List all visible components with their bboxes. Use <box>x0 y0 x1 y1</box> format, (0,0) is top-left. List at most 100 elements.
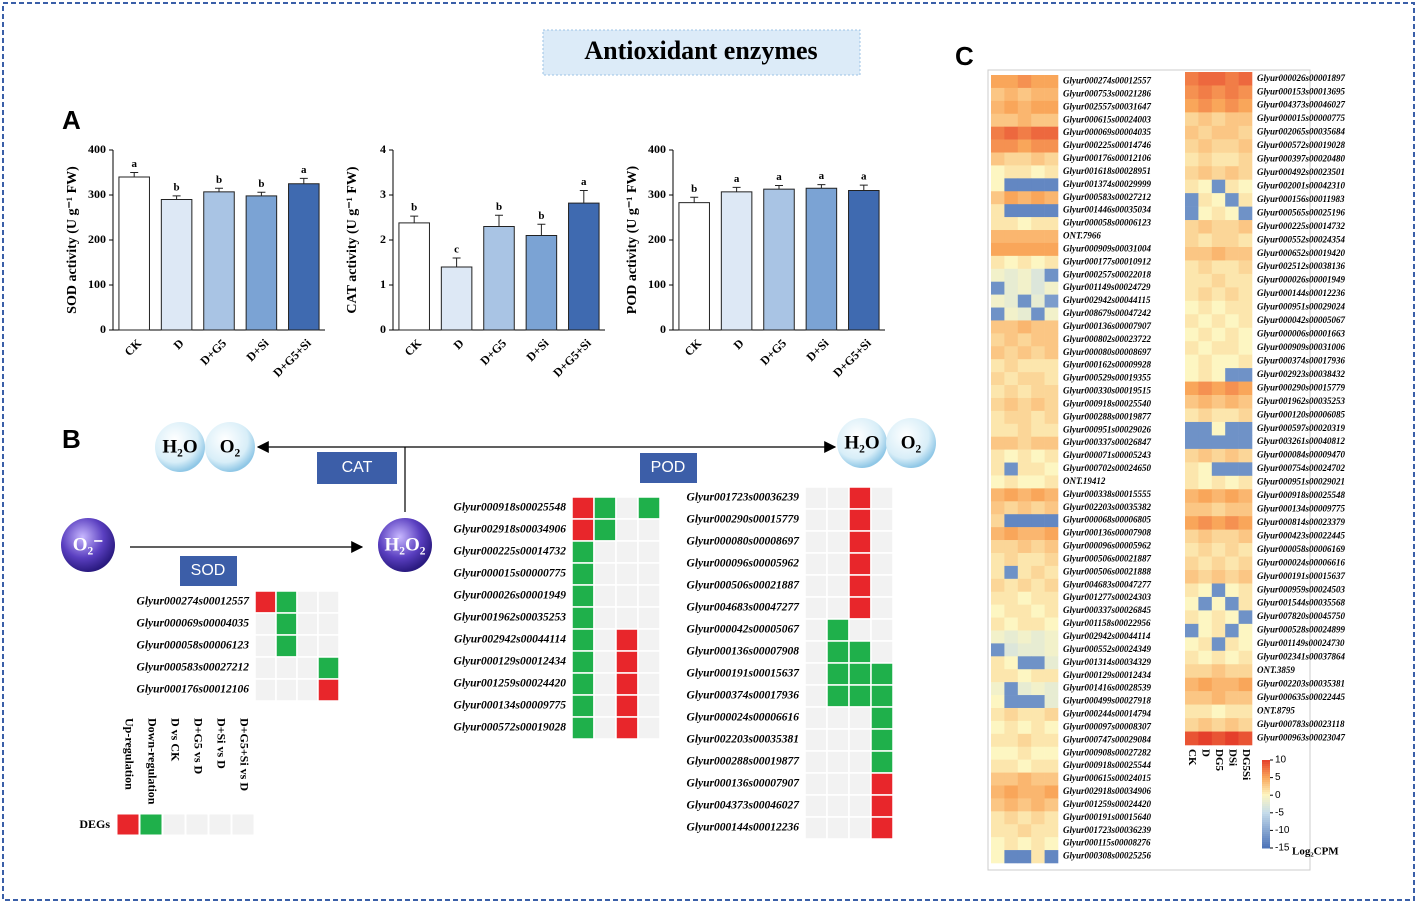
gene-label: Glyur000024s00006616 <box>1257 557 1346 567</box>
heatmap-cell <box>1017 359 1032 373</box>
heatmap-cell <box>1017 501 1032 515</box>
heatmap-cell <box>1017 204 1032 218</box>
heatmap-cell <box>991 204 1005 218</box>
heatmap-cell <box>1225 489 1239 504</box>
heatmap-cell <box>991 733 1005 748</box>
heatmap-cell <box>1225 139 1239 154</box>
heatmap-cell <box>1211 623 1226 638</box>
x-tick-label: D+G5+Si <box>270 336 314 380</box>
heatmap-cell <box>1004 191 1019 205</box>
heatmap-cell <box>991 230 1005 244</box>
heatmap-cell <box>1044 591 1059 605</box>
deg-cell <box>254 656 277 680</box>
gene-label: Glyur000134s00009775 <box>1257 504 1346 514</box>
heatmap-cell <box>1198 435 1213 450</box>
colorbar-segment <box>1262 842 1270 845</box>
heatmap-cell <box>1185 718 1199 732</box>
y-axis-label: CAT activity (U g⁻¹ FW) <box>345 166 360 313</box>
heatmap-cell <box>1211 637 1226 652</box>
heatmap-cell <box>1198 273 1213 288</box>
deg-cell <box>848 530 872 554</box>
gene-label: Glyur007820s00045750 <box>1257 611 1346 621</box>
heatmap-cell <box>1004 423 1019 438</box>
heatmap-cell <box>1004 824 1019 838</box>
deg-cell <box>804 728 828 752</box>
heatmap-cell <box>1185 314 1199 329</box>
gene-label: Glyur000042s00005067 <box>1257 315 1346 325</box>
deg-cell <box>826 618 850 642</box>
legend-label: DEGs <box>79 817 110 831</box>
heatmap-cell <box>1031 178 1045 192</box>
colorbar-tick-label: -10 <box>1275 825 1290 836</box>
heatmap-cell <box>1031 850 1045 864</box>
deg-cell <box>826 706 850 730</box>
colorbar-segment <box>1262 776 1270 779</box>
deg-cell <box>571 606 595 630</box>
deg-cell <box>804 486 828 510</box>
heatmap-cell <box>991 811 1005 825</box>
heatmap-cell <box>1017 75 1032 89</box>
heatmap-cell <box>1044 578 1059 593</box>
heatmap-cell <box>1198 637 1213 652</box>
bar <box>160 199 193 331</box>
heatmap-cell <box>1044 268 1059 282</box>
heatmap-cell <box>1044 333 1059 347</box>
heatmap-cell <box>991 255 1005 270</box>
deg-cell <box>254 612 277 636</box>
heatmap-cell <box>1031 217 1045 231</box>
colorbar-segment <box>1262 800 1270 803</box>
molecule-label: H₂O <box>162 436 197 457</box>
heatmap-cell <box>1031 643 1045 657</box>
heatmap-cell <box>1044 669 1059 683</box>
heatmap-cell <box>1031 837 1045 851</box>
gene-label: Glyur000552s00024354 <box>1257 234 1346 244</box>
heatmap-cell <box>1185 704 1199 719</box>
heatmap-cell <box>1044 385 1059 399</box>
heatmap-cell <box>1211 731 1226 746</box>
heatmap-cell <box>1044 152 1059 166</box>
deg-cell <box>848 706 872 730</box>
heatmap-cell <box>1211 650 1226 665</box>
heatmap-cell <box>1044 217 1059 231</box>
heatmap-cell <box>1004 346 1019 360</box>
deg-cell <box>275 590 298 614</box>
heatmap-cell <box>1044 242 1059 257</box>
heatmap-cell <box>1017 372 1032 386</box>
heatmap-cell <box>1185 152 1199 167</box>
heatmap-cell <box>1198 179 1213 194</box>
error-bar <box>410 215 419 223</box>
gene-label: Glyur000615s00024003 <box>1063 114 1152 124</box>
heatmap-cell <box>1017 385 1032 399</box>
gene-label: Glyur000084s00009470 <box>1257 450 1346 460</box>
heatmap-cell <box>991 242 1005 257</box>
heatmap-cell <box>1211 314 1226 329</box>
legend-cell <box>208 813 232 836</box>
heatmap-cell <box>1238 139 1253 154</box>
heatmap-cell <box>1211 327 1226 342</box>
heatmap-cell <box>1238 543 1253 557</box>
heatmap-cell <box>1198 368 1213 382</box>
heatmap-cell <box>1238 260 1253 275</box>
heatmap-cell <box>1185 395 1199 409</box>
deg-cell <box>615 716 639 740</box>
gene-label: Glyur000191s00015640 <box>1063 812 1152 822</box>
heatmap-cell <box>1004 87 1019 102</box>
heatmap-cell <box>1017 281 1032 295</box>
heatmap-cell <box>1185 596 1199 611</box>
deg-cell <box>870 596 894 620</box>
heatmap-cell <box>1004 75 1019 89</box>
heatmap-cell <box>1225 448 1239 463</box>
heatmap-cell <box>1211 529 1226 544</box>
significance-letter: b <box>258 178 264 190</box>
heatmap-cell <box>1044 113 1059 127</box>
heatmap-cell <box>1211 408 1226 423</box>
heatmap-cell <box>1031 785 1045 799</box>
heatmap-cell <box>1238 677 1253 692</box>
gene-label: Glyur002942s00044115 <box>1063 295 1151 305</box>
heatmap-cell <box>1004 294 1019 308</box>
gene-label: ONT.8795 <box>1257 705 1295 715</box>
heatmap-cell <box>1017 165 1032 179</box>
heatmap-cell <box>1004 449 1019 463</box>
colorbar-tick-label: -15 <box>1275 843 1290 854</box>
